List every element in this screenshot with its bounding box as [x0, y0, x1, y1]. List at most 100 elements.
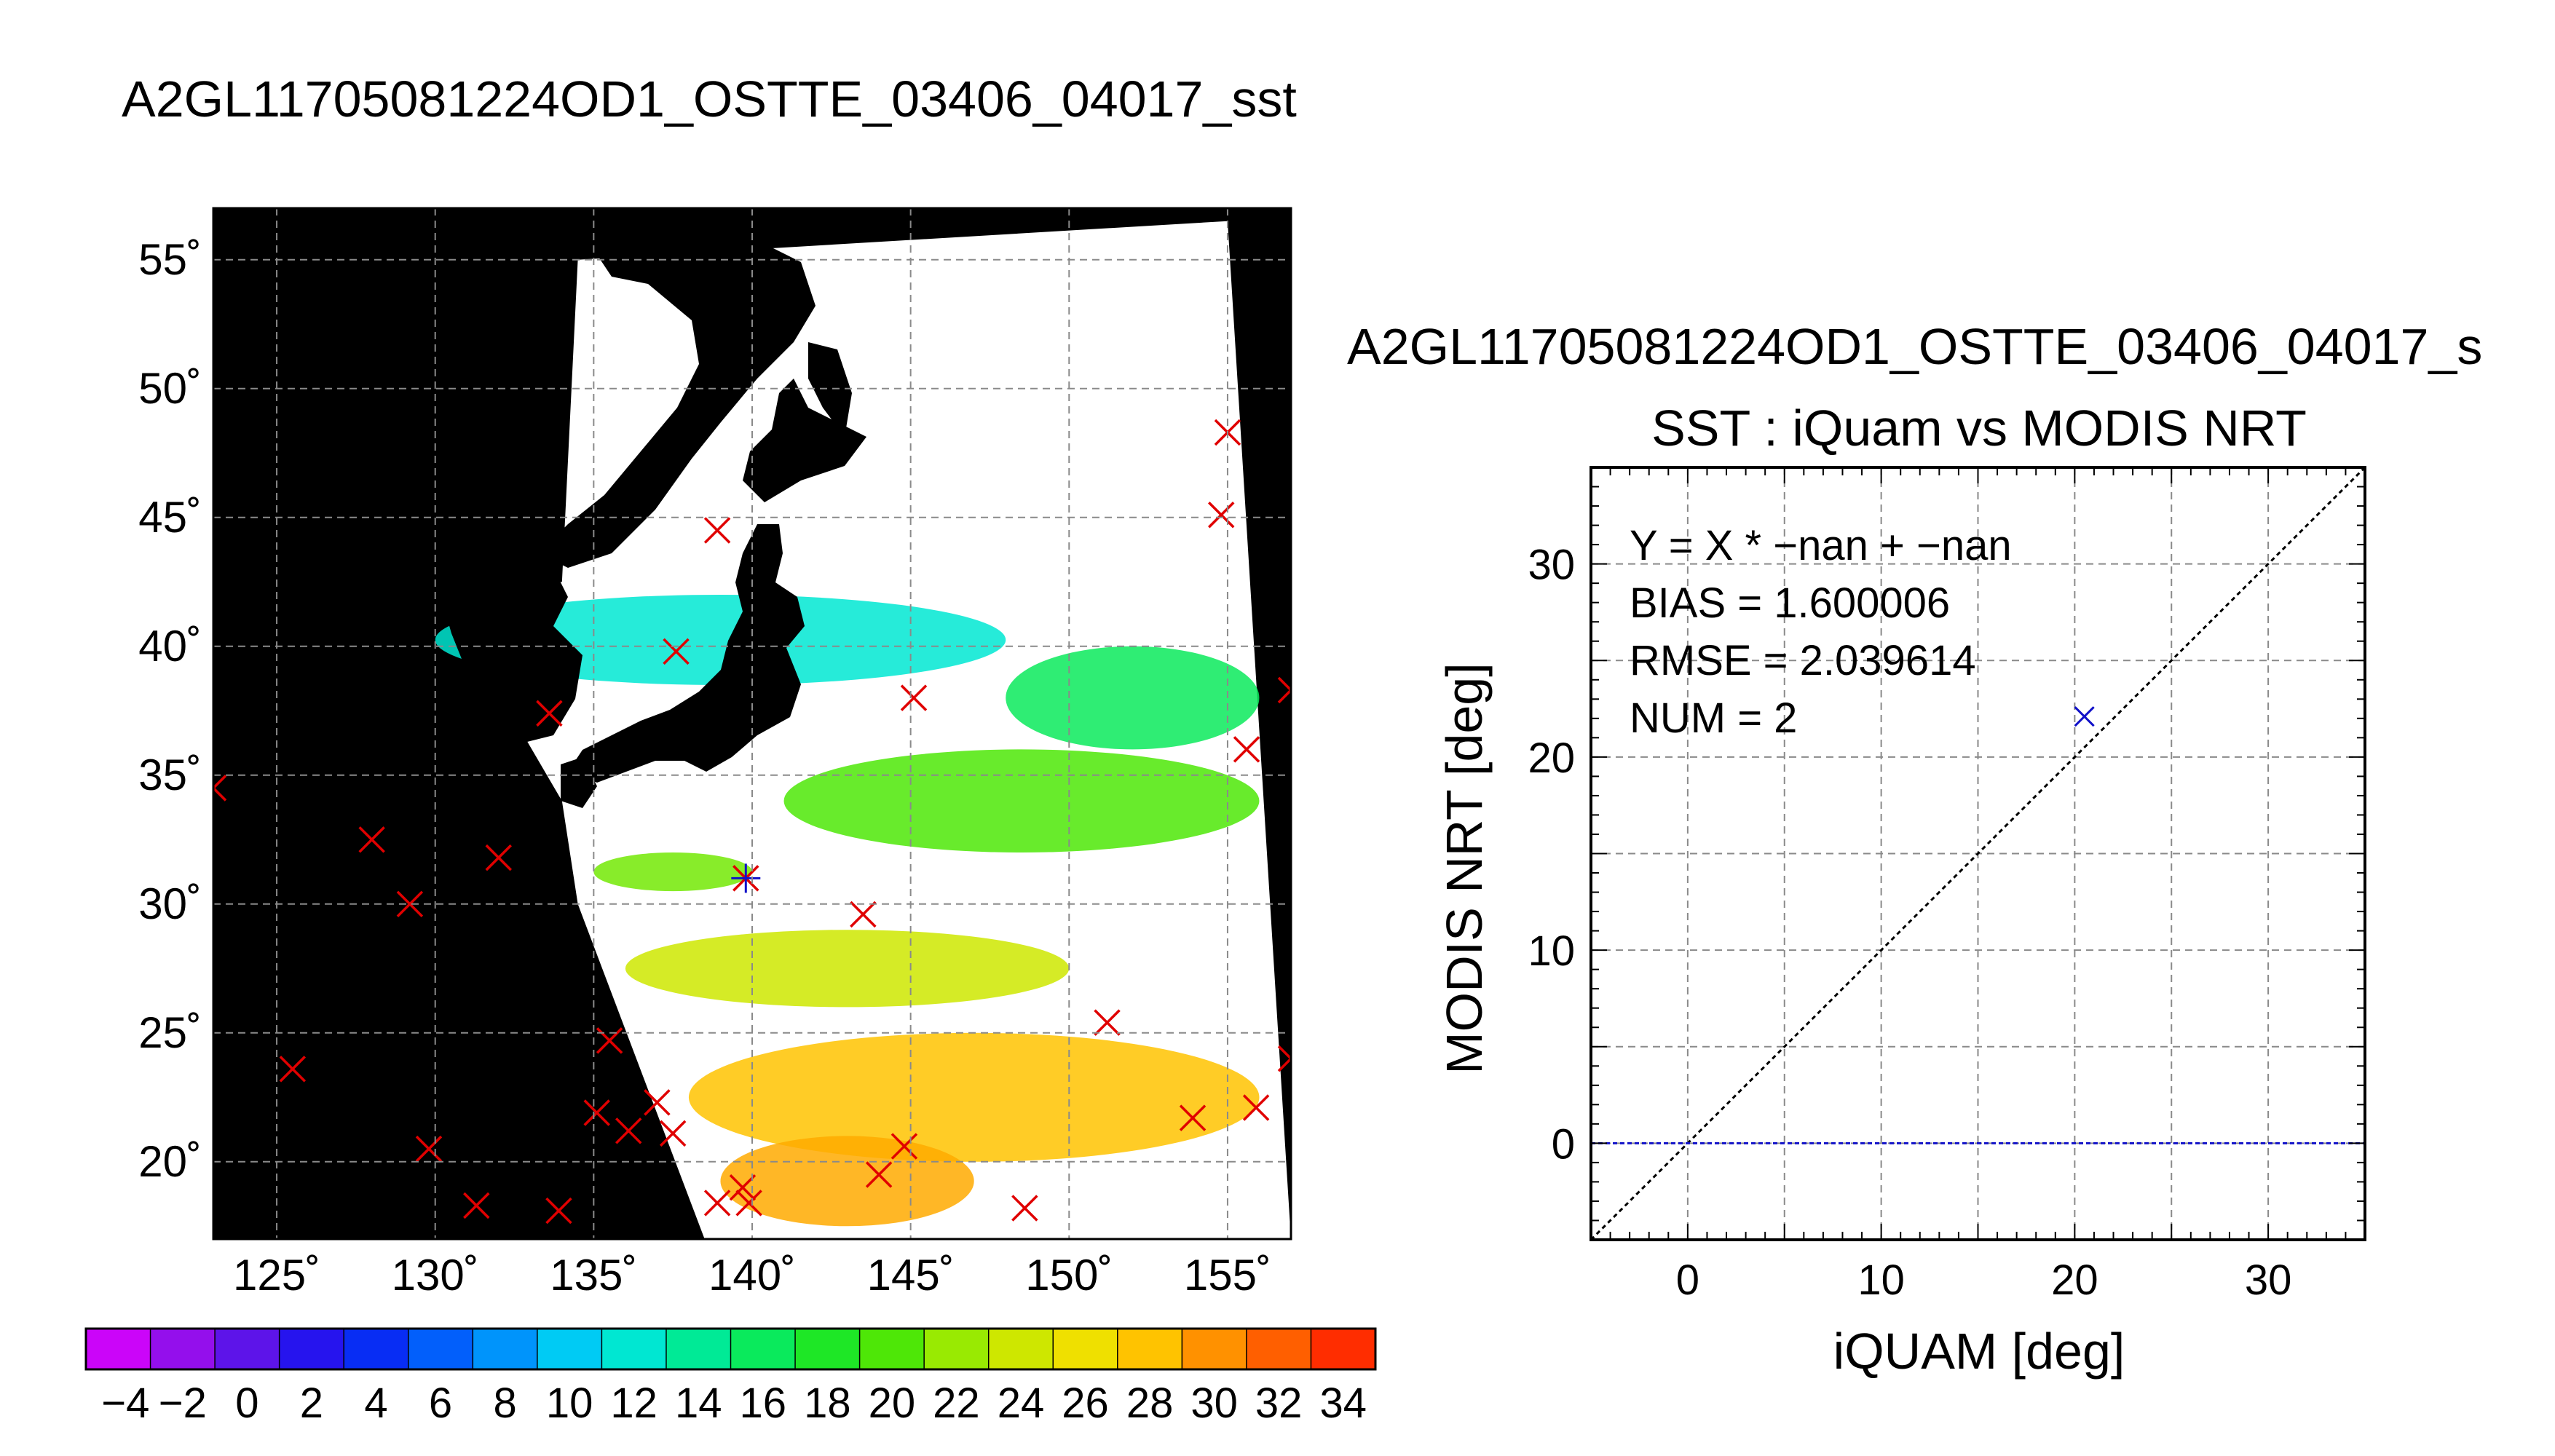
insitu-marker [703, 517, 731, 544]
sst-colorbar: −4 −2 0 2 4 6 8 10 12 14 16 18 20 22 24 26 28 30 32 34 [84, 1327, 1377, 1427]
colorbar-tick-label: 32 [1255, 1380, 1303, 1427]
insitu-marker [358, 826, 385, 853]
map-lon-tick-label: 135˚ [550, 1251, 637, 1299]
insitu-marker [891, 1133, 918, 1160]
colorbar-bin [601, 1329, 667, 1369]
sst-map: 125˚ 130˚ 135˚ 140˚ 145˚ 150˚ 155˚ 20˚ 25˚ 30˚ 35˚… [138, 207, 1292, 1299]
japan-kyushu [561, 757, 597, 808]
colorbar-tick-label: 30 [1190, 1380, 1238, 1427]
scatter-title: A2GL11705081224OD1_OSTTE_03406_04017_s [1347, 318, 2482, 375]
sst-region-mid [783, 749, 1260, 852]
colorbar-tick-label: 6 [429, 1380, 452, 1427]
insitu-marker [703, 1190, 731, 1216]
colorbar-bin [730, 1329, 796, 1369]
colorbar-bin [537, 1329, 602, 1369]
scatter-y-tick-label: 30 [1528, 542, 1575, 589]
russia-coast [539, 240, 816, 568]
colorbar-bin [1246, 1329, 1311, 1369]
one-to-one-line [1590, 466, 2366, 1241]
sst-region-south-mid [625, 930, 1070, 1008]
colorbar-tick-label: −2 [159, 1380, 207, 1427]
insitu-marker [1233, 736, 1260, 763]
colorbar-tick-label: 16 [740, 1380, 787, 1427]
scatter-annotation: NUM = 2 [1630, 695, 1797, 742]
scatter-frame [1590, 466, 2366, 1241]
japan-honshu [568, 524, 805, 783]
map-lat-tick-label: 30˚ [138, 879, 202, 928]
colorbar-bin [473, 1329, 538, 1369]
colorbar-bin [215, 1329, 280, 1369]
colorbar-tick-label: −4 [101, 1380, 149, 1427]
insitu-marker [396, 890, 424, 918]
map-frame [212, 207, 1292, 1241]
colorbar-tick-label: 10 [546, 1380, 593, 1427]
colorbar-bin [859, 1329, 925, 1369]
colorbar-bin [344, 1329, 409, 1369]
insitu-marker [545, 1197, 572, 1224]
map-lat-tick-label: 25˚ [138, 1008, 202, 1057]
colorbar-tick-label: 28 [1126, 1380, 1174, 1427]
matched-markers [731, 863, 761, 893]
scatter-xlabel: iQUAM [deg] [1833, 1323, 2125, 1380]
colorbar-tick-label: 8 [493, 1380, 516, 1427]
colorbar-tick-label: 20 [869, 1380, 916, 1427]
map-lat-tick-label: 50˚ [138, 364, 202, 413]
colorbar-bin [1182, 1329, 1247, 1369]
scatter-x-tick-label: 20 [2051, 1257, 2098, 1304]
colorbar-bin [408, 1329, 473, 1369]
colorbar-tick-label: 2 [300, 1380, 323, 1427]
insitu-marker [1277, 1045, 1291, 1072]
map-tick-labels: 125˚ 130˚ 135˚ 140˚ 145˚ 150˚ 155˚ 20˚ 25˚ 30˚ 35˚… [138, 235, 1271, 1299]
map-grid [213, 208, 1291, 1239]
colorbar-bin [86, 1329, 151, 1369]
colorbar-bin [1311, 1329, 1376, 1369]
insitu-marker [1242, 1094, 1270, 1121]
insitu-marker [536, 700, 563, 727]
insitu-marker [659, 1120, 687, 1147]
scatter-plot: 0 10 20 30 0 10 20 30 Y = X * −nan + −nan BIAS = … [1528, 466, 2366, 1304]
insitu-marker [1277, 676, 1291, 704]
insitu-marker [735, 1190, 762, 1216]
map-lat-tick-label: 35˚ [138, 751, 202, 799]
map-lat-tick-label: 45˚ [138, 493, 202, 542]
japan-hokkaido [743, 379, 866, 502]
colorbar-tick-label: 4 [364, 1380, 387, 1427]
insitu-marker [485, 844, 513, 871]
scatter-ylabel: MODIS NRT [deg] [1436, 662, 1493, 1074]
map-lat-tick-label: 40˚ [138, 622, 202, 670]
insitu-marker [415, 1135, 443, 1163]
scatter-annotation: BIAS = 1.600006 [1630, 579, 1950, 627]
colorbar-tick-label: 14 [675, 1380, 722, 1427]
scatter-y-tick-label: 10 [1528, 927, 1575, 975]
map-lon-tick-label: 125˚ [233, 1251, 320, 1299]
colorbar-tick-label: 26 [1062, 1380, 1109, 1427]
colorbar-bin [924, 1329, 990, 1369]
colorbar-bin [1117, 1329, 1182, 1369]
sst-region-south [688, 1032, 1260, 1162]
scatter-y-tick-label: 0 [1552, 1120, 1575, 1168]
insitu-marker [1094, 1009, 1121, 1036]
insitu-marker [213, 775, 227, 802]
scatter-annotation: RMSE = 2.039614 [1630, 637, 1976, 684]
scatter-y-tick-label: 20 [1528, 735, 1575, 782]
map-lon-tick-label: 145˚ [867, 1251, 955, 1299]
map-lat-tick-label: 20˚ [138, 1137, 202, 1186]
colorbar-bin [1053, 1329, 1118, 1369]
map-lon-tick-label: 150˚ [1025, 1251, 1113, 1299]
colorbar-bin [795, 1329, 861, 1369]
insitu-markers [213, 419, 1291, 1224]
map-lon-tick-label: 140˚ [708, 1251, 796, 1299]
colorbar-bin [666, 1329, 731, 1369]
insitu-marker [1207, 502, 1235, 529]
korea-coast [437, 553, 583, 743]
insitu-marker [865, 1161, 893, 1188]
sakhalin [808, 342, 852, 437]
insitu-marker [900, 684, 928, 711]
insitu-marker [644, 1089, 671, 1116]
insitu-marker [1179, 1104, 1207, 1131]
scatter-annotation: Y = X * −nan + −nan [1630, 522, 2012, 569]
scatter-x-tick-label: 10 [1857, 1257, 1905, 1304]
insitu-marker [850, 901, 877, 928]
map-title: A2GL11705081224OD1_OSTTE_03406_04017_sst [122, 71, 1297, 127]
colorbar-tick-label: 34 [1319, 1380, 1367, 1427]
